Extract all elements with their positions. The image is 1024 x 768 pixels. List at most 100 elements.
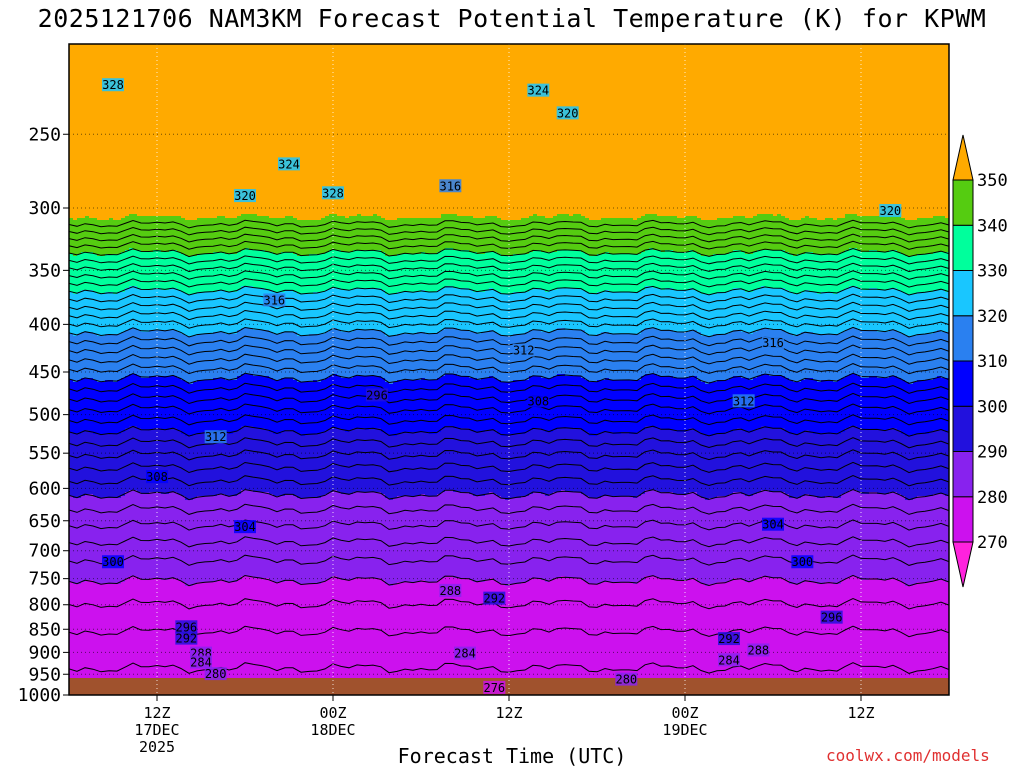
band-segment xyxy=(921,434,926,497)
band-segment xyxy=(801,292,806,333)
band-segment xyxy=(365,492,370,579)
band-segment xyxy=(377,250,382,289)
band-segment xyxy=(577,250,582,289)
band-segment xyxy=(841,378,846,433)
band-segment xyxy=(549,252,554,291)
band-segment xyxy=(561,250,566,289)
band-segment xyxy=(321,380,326,433)
band-segment xyxy=(233,582,238,695)
band-segment xyxy=(185,294,190,337)
band-segment xyxy=(317,220,322,255)
band-segment xyxy=(825,582,830,695)
band-segment xyxy=(777,44,782,215)
band-segment xyxy=(817,294,822,335)
band-segment xyxy=(741,580,746,695)
band-segment xyxy=(277,292,282,335)
band-segment xyxy=(209,254,214,293)
band-segment xyxy=(841,44,846,219)
band-segment xyxy=(445,374,450,427)
band-segment xyxy=(357,44,362,215)
band-segment xyxy=(941,44,946,217)
band-segment xyxy=(409,334,414,381)
band-segment xyxy=(137,578,142,695)
band-segment xyxy=(901,496,906,583)
band-segment xyxy=(277,496,282,583)
band-segment xyxy=(529,44,534,217)
band-segment xyxy=(669,44,674,217)
band-segment xyxy=(621,334,626,381)
band-segment xyxy=(741,252,746,291)
band-segment xyxy=(209,582,214,695)
band-segment xyxy=(865,330,870,379)
band-segment xyxy=(681,432,686,495)
band-segment xyxy=(669,288,674,331)
band-segment xyxy=(433,218,438,255)
band-segment xyxy=(77,44,82,219)
band-segment xyxy=(373,492,378,579)
band-segment xyxy=(169,288,174,331)
band-segment xyxy=(385,336,390,383)
contour-label-text: 288 xyxy=(747,643,769,657)
band-segment xyxy=(917,496,922,583)
band-segment xyxy=(637,496,642,583)
band-segment xyxy=(225,334,230,381)
band-segment xyxy=(485,44,490,217)
band-segment xyxy=(137,250,142,289)
band-segment xyxy=(321,496,326,583)
band-segment xyxy=(269,332,274,379)
band-segment xyxy=(189,436,194,501)
band-segment xyxy=(881,252,886,291)
band-segment xyxy=(713,220,718,255)
band-segment xyxy=(845,492,850,579)
band-segment xyxy=(413,582,418,695)
contour-label: 320 xyxy=(234,189,256,203)
band-segment xyxy=(489,252,494,289)
band-segment xyxy=(633,254,638,293)
band-segment xyxy=(569,330,574,377)
contour-line xyxy=(69,344,949,356)
band-segment xyxy=(205,496,210,583)
band-segment xyxy=(909,44,914,221)
band-segment xyxy=(525,218,530,255)
band-segment xyxy=(217,580,222,695)
band-segment xyxy=(129,374,134,427)
band-segment xyxy=(869,330,874,377)
band-segment xyxy=(529,494,534,579)
band-segment xyxy=(265,44,270,217)
band-segment xyxy=(853,328,858,375)
band-segment xyxy=(693,430,698,493)
band-segment xyxy=(593,436,598,499)
band-segment xyxy=(517,292,522,335)
band-segment xyxy=(685,44,690,217)
band-segment xyxy=(121,496,126,583)
band-segment xyxy=(781,44,786,217)
band-segment xyxy=(593,294,598,337)
band-segment xyxy=(313,434,318,499)
band-segment xyxy=(429,44,434,219)
band-segment xyxy=(509,584,514,695)
band-segment xyxy=(605,252,610,291)
band-segment xyxy=(609,44,614,219)
band-segment xyxy=(897,290,902,333)
band-segment xyxy=(857,250,862,289)
band-segment xyxy=(869,288,874,331)
band-segment xyxy=(181,496,186,583)
band-segment xyxy=(405,432,410,497)
band-segment xyxy=(373,214,378,251)
band-segment xyxy=(189,336,194,385)
band-segment xyxy=(717,44,722,219)
band-segment xyxy=(197,582,202,695)
band-segment xyxy=(761,374,766,427)
band-segment xyxy=(629,44,634,219)
band-segment xyxy=(641,216,646,253)
band-segment xyxy=(933,44,938,217)
band-segment xyxy=(389,256,394,295)
band-segment xyxy=(105,334,110,381)
band-segment xyxy=(437,432,442,495)
band-segment xyxy=(537,428,542,493)
band-segment xyxy=(681,252,686,291)
band-segment xyxy=(621,432,626,497)
band-segment xyxy=(153,250,158,289)
band-segment xyxy=(917,218,922,255)
